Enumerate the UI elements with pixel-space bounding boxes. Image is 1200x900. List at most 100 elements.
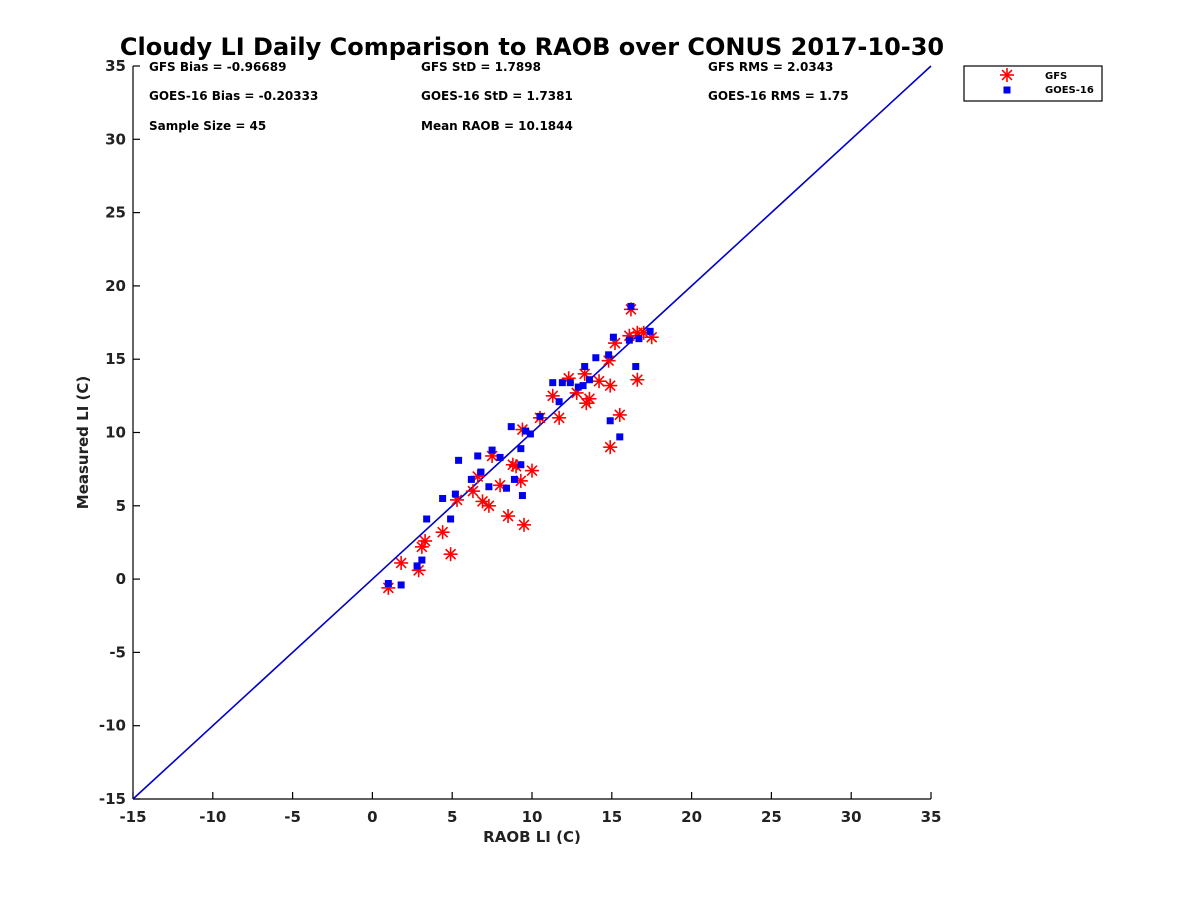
legend: GFS GOES-16 <box>963 65 1103 102</box>
legend-box <box>963 65 1103 102</box>
goes16-point <box>606 417 614 425</box>
legend-gfs-marker <box>1000 68 1014 82</box>
goes16-point <box>635 335 643 343</box>
goes16-point <box>451 490 459 498</box>
y-tick-label: -15 <box>99 790 126 808</box>
gfs-point <box>481 498 496 513</box>
y-tick-label: -10 <box>99 717 126 735</box>
gfs-point <box>603 378 618 393</box>
y-tick-label: 20 <box>105 277 126 295</box>
stat-text: GOES-16 Bias = -0.20333 <box>149 89 318 103</box>
stat-text: GFS RMS = 2.0343 <box>708 60 833 74</box>
axes: -15 -10 -5 0 5 10 15 20 25 30 35 -15 -10 -5 0 5 10 15 20 2… <box>99 57 942 826</box>
stat-text: GOES-16 RMS = 1.75 <box>708 89 849 103</box>
y-ticks: -15 -10 -5 0 5 10 15 20 25 30 35 <box>99 57 140 808</box>
legend-label-gfs: GFS <box>1045 71 1067 82</box>
x-tick-label: -10 <box>199 808 226 826</box>
goes16-point <box>616 433 624 441</box>
goes16-point <box>646 327 654 335</box>
gfs-point <box>394 555 409 570</box>
goes16-point <box>477 468 485 476</box>
gfs-point <box>465 484 480 499</box>
stat-text: GFS StD = 1.7898 <box>421 60 541 74</box>
goes16-point <box>455 456 463 464</box>
gfs-point <box>435 525 450 540</box>
chart-title: Cloudy LI Daily Comparison to RAOB over … <box>120 33 944 61</box>
goes16-point <box>549 379 557 387</box>
y-tick-label: -5 <box>109 643 126 661</box>
goes16-point <box>418 556 426 564</box>
y-tick-label: 15 <box>105 350 126 368</box>
goes16-point <box>632 363 640 371</box>
x-tick-label: 20 <box>681 808 702 826</box>
goes16-point <box>384 579 392 587</box>
goes16-point <box>467 475 475 483</box>
goes16-point <box>423 515 431 523</box>
goes16-point <box>526 430 534 438</box>
goes16-point <box>522 427 530 435</box>
data-markers <box>381 302 659 595</box>
gfs-point <box>501 509 516 524</box>
gfs-point <box>612 407 627 422</box>
y-tick-label: 10 <box>105 424 126 442</box>
goes16-point <box>605 351 613 359</box>
goes16-point <box>439 494 447 502</box>
stat-text: GOES-16 StD = 1.7381 <box>421 89 573 103</box>
goes16-point <box>555 398 563 406</box>
goes16-point <box>574 383 582 391</box>
gfs-point <box>525 463 539 478</box>
x-tick-label: 5 <box>447 808 457 826</box>
stat-text: GFS Bias = -0.96689 <box>149 60 286 74</box>
goes16-point <box>579 382 587 390</box>
goes16-point <box>517 445 525 453</box>
gfs-point <box>443 547 458 562</box>
x-tick-label: 35 <box>921 808 942 826</box>
goes16-point <box>581 363 589 371</box>
goes16-point <box>536 412 544 420</box>
goes16-point <box>517 461 525 469</box>
y-tick-label: 0 <box>116 570 126 588</box>
goes16-point <box>558 379 566 387</box>
x-tick-label: 0 <box>367 808 377 826</box>
gfs-point <box>552 410 567 425</box>
goes16-point <box>585 376 593 384</box>
goes16-point <box>566 379 574 387</box>
x-tick-label: -15 <box>119 808 146 826</box>
goes16-point <box>502 484 510 492</box>
gfs-point <box>517 517 532 532</box>
y-tick-label: 35 <box>105 57 126 75</box>
goes16-point <box>507 423 515 431</box>
x-tick-label: -5 <box>284 808 301 826</box>
stat-text: Mean RAOB = 10.1844 <box>421 119 573 133</box>
gfs-point <box>603 440 618 455</box>
x-tick-label: 10 <box>522 808 543 826</box>
y-tick-label: 30 <box>105 130 126 148</box>
gfs-point <box>592 374 607 389</box>
goes16-point <box>397 581 405 589</box>
y-tick-label: 5 <box>116 497 126 515</box>
goes16-point <box>627 302 635 310</box>
goes16-point <box>510 475 518 483</box>
legend-goes16-marker <box>1003 86 1011 94</box>
stat-text: Sample Size = 45 <box>149 119 266 133</box>
goes16-point <box>413 562 421 570</box>
legend-label-goes16: GOES-16 <box>1045 85 1094 96</box>
goes16-point <box>496 453 504 461</box>
y-tick-label: 25 <box>105 204 126 222</box>
x-axis-label: RAOB LI (C) <box>483 828 581 846</box>
goes16-point <box>592 354 600 362</box>
x-tick-label: 25 <box>761 808 782 826</box>
goes16-point <box>625 336 633 344</box>
statistics-annotations: GFS Bias = -0.96689 GFS StD = 1.7898 GFS R… <box>149 60 849 133</box>
x-tick-label: 30 <box>841 808 862 826</box>
series-goes-16 <box>384 302 654 589</box>
goes16-point <box>488 446 496 454</box>
goes16-point <box>609 333 617 341</box>
goes16-point <box>485 483 493 491</box>
goes16-point <box>474 452 482 460</box>
gfs-point <box>418 533 433 548</box>
x-tick-label: 15 <box>601 808 622 826</box>
goes16-point <box>447 515 455 523</box>
